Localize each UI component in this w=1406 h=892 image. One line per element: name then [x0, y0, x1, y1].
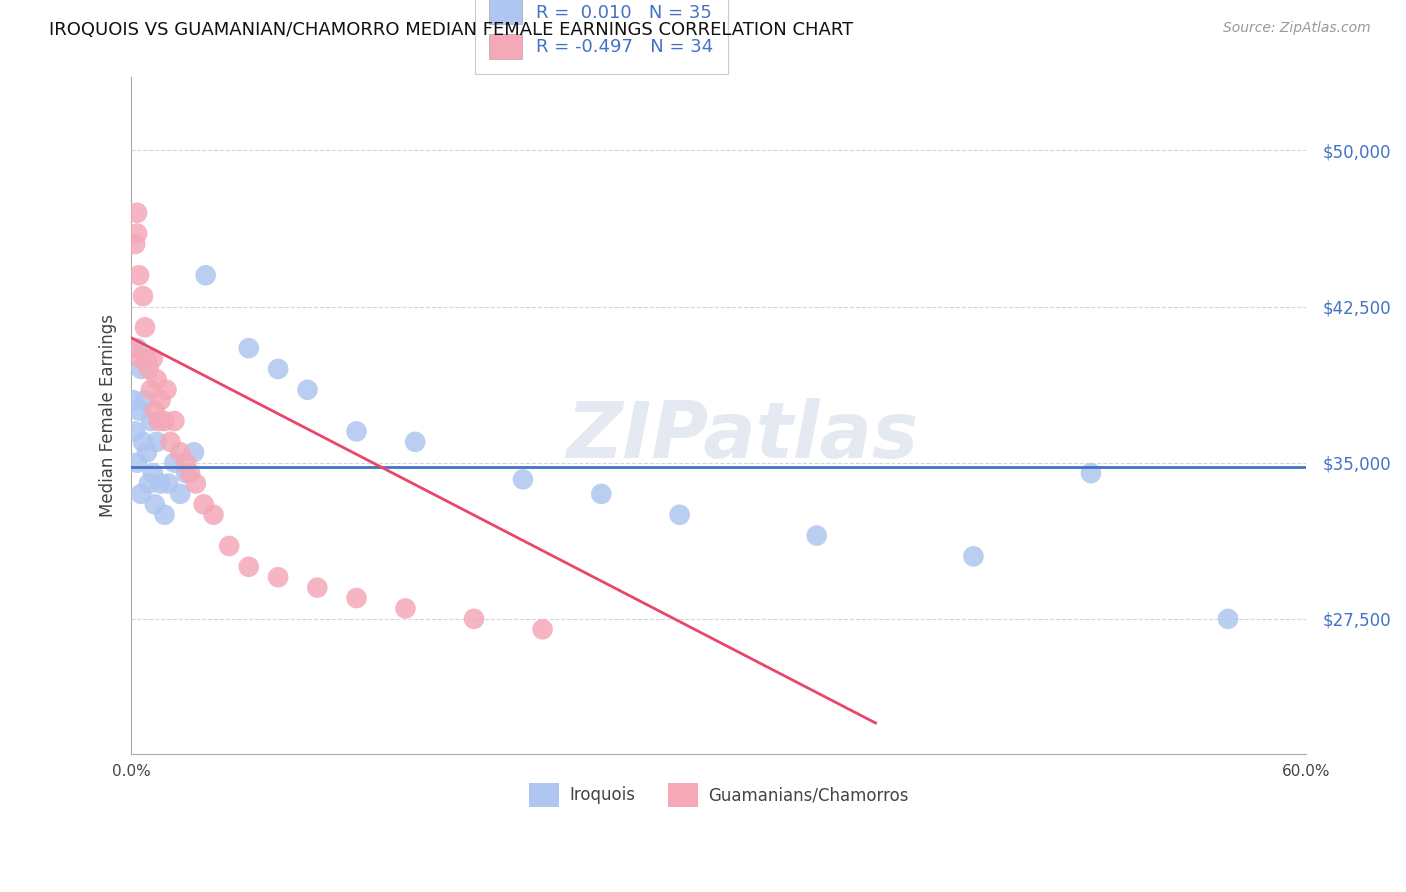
Point [149, 476, 172, 491]
Point [238, 559, 260, 574]
Point [169, 487, 191, 501]
Point [129, 351, 152, 366]
Point [148, 414, 170, 428]
Point [142, 466, 165, 480]
Point [194, 268, 217, 283]
Point [124, 425, 146, 439]
Point [127, 456, 149, 470]
Point [157, 476, 180, 491]
Point [218, 539, 240, 553]
Point [134, 393, 156, 408]
Point [138, 476, 160, 491]
Point [238, 341, 260, 355]
Point [132, 434, 155, 449]
Point [512, 472, 534, 486]
Point [1216, 612, 1239, 626]
Point [531, 622, 554, 636]
Text: IROQUOIS VS GUAMANIAN/CHAMORRO MEDIAN FEMALE EARNINGS CORRELATION CHART: IROQUOIS VS GUAMANIAN/CHAMORRO MEDIAN FE… [49, 21, 853, 38]
Point [155, 383, 177, 397]
Point [183, 445, 205, 459]
Point [127, 227, 149, 241]
Point [149, 393, 172, 408]
Point [159, 434, 181, 449]
Point [127, 206, 149, 220]
Point [394, 601, 416, 615]
Y-axis label: Median Female Earnings: Median Female Earnings [100, 314, 117, 517]
Point [132, 289, 155, 303]
Point [267, 570, 290, 584]
Point [346, 425, 368, 439]
Point [153, 508, 176, 522]
Point [163, 414, 186, 428]
Point [193, 497, 215, 511]
Point [124, 237, 146, 252]
Point [145, 372, 167, 386]
Point [404, 434, 426, 449]
Point [134, 320, 156, 334]
Point [184, 476, 207, 491]
Point [139, 383, 162, 397]
Point [143, 497, 166, 511]
Point [129, 362, 152, 376]
Point [463, 612, 485, 626]
Point [1080, 466, 1102, 480]
Point [143, 403, 166, 417]
Point [346, 591, 368, 605]
Point [122, 393, 145, 408]
Point [668, 508, 690, 522]
Text: Source: ZipAtlas.com: Source: ZipAtlas.com [1223, 21, 1371, 35]
Point [145, 434, 167, 449]
Legend: Iroquois, Guamanians/Chamorros: Iroquois, Guamanians/Chamorros [522, 777, 915, 814]
Point [153, 414, 176, 428]
Point [174, 466, 197, 480]
Point [174, 456, 197, 470]
Point [135, 351, 157, 366]
Point [142, 351, 165, 366]
Point [179, 466, 201, 480]
Point [962, 549, 984, 564]
Point [169, 445, 191, 459]
Point [128, 268, 150, 283]
Point [135, 445, 157, 459]
Point [202, 508, 225, 522]
Point [122, 341, 145, 355]
Point [128, 403, 150, 417]
Point [127, 341, 149, 355]
Point [307, 581, 329, 595]
Point [129, 487, 152, 501]
Point [297, 383, 319, 397]
Point [591, 487, 613, 501]
Point [139, 414, 162, 428]
Point [163, 456, 186, 470]
Point [267, 362, 290, 376]
Point [138, 362, 160, 376]
Text: ZIPatlas: ZIPatlas [567, 398, 918, 475]
Point [806, 528, 828, 542]
